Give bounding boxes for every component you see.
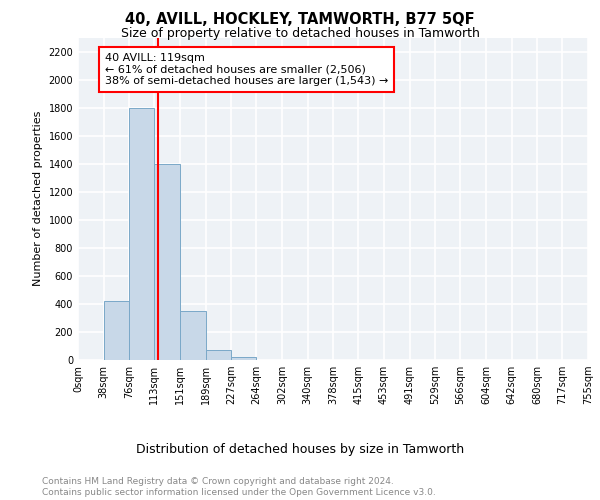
Bar	[104, 301, 130, 360]
Text: 40, AVILL, HOCKLEY, TAMWORTH, B77 5QF: 40, AVILL, HOCKLEY, TAMWORTH, B77 5QF	[125, 12, 475, 28]
Text: Distribution of detached houses by size in Tamworth: Distribution of detached houses by size …	[136, 442, 464, 456]
Bar	[180, 311, 206, 360]
Bar	[206, 350, 232, 360]
Text: Size of property relative to detached houses in Tamworth: Size of property relative to detached ho…	[121, 28, 479, 40]
Bar	[130, 108, 154, 360]
Text: Contains HM Land Registry data © Crown copyright and database right 2024.
Contai: Contains HM Land Registry data © Crown c…	[42, 478, 436, 497]
Bar	[232, 357, 256, 360]
Bar	[154, 164, 180, 360]
Text: 40 AVILL: 119sqm
← 61% of detached houses are smaller (2,506)
38% of semi-detach: 40 AVILL: 119sqm ← 61% of detached house…	[105, 53, 388, 86]
Y-axis label: Number of detached properties: Number of detached properties	[33, 111, 43, 286]
